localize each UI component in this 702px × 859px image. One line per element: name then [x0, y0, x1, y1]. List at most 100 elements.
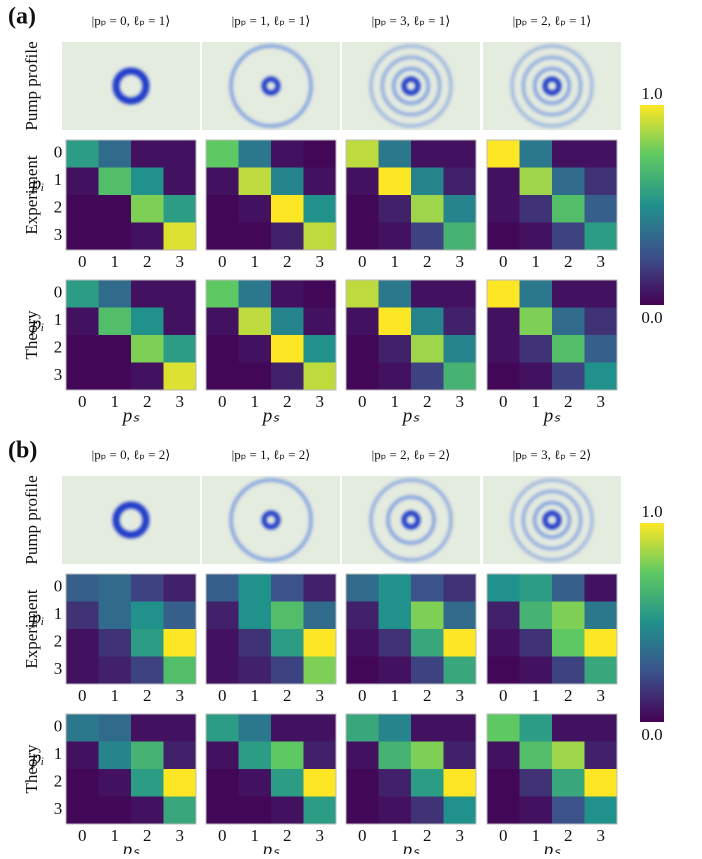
y-tick-label: 1 — [54, 310, 63, 329]
heatmap-cell — [164, 335, 197, 363]
heatmap-cell — [487, 335, 520, 363]
heatmap-cell — [239, 335, 272, 363]
x-axis-label: pₛ — [542, 839, 562, 854]
heatmap-cell — [164, 195, 197, 223]
heatmap-cell — [239, 742, 272, 770]
heatmap-cell — [552, 195, 585, 223]
heatmap-cell — [520, 223, 553, 251]
heatmap-cell — [206, 769, 239, 797]
heatmap-cell — [271, 742, 304, 770]
heatmap-cell — [164, 742, 197, 770]
heatmap-cell — [206, 629, 239, 657]
heatmap-cell — [206, 308, 239, 336]
heatmap-cell — [585, 629, 618, 657]
heatmap-cell — [239, 308, 272, 336]
y-axis-label: pᵢ — [30, 747, 45, 768]
x-tick-label: 2 — [143, 252, 152, 271]
heatmap-cell — [444, 769, 477, 797]
y-tick-label: 3 — [54, 225, 63, 244]
heatmap-cell — [552, 742, 585, 770]
y-tick-label: 1 — [54, 604, 63, 623]
x-tick-label: 3 — [456, 826, 465, 845]
heatmap-cell — [585, 742, 618, 770]
heatmap-cell — [99, 602, 132, 630]
heatmap-cell — [379, 629, 412, 657]
y-tick-label: 3 — [54, 659, 63, 678]
heatmap-cell — [304, 363, 337, 391]
heatmap-cell — [585, 657, 618, 685]
heatmap-cell — [164, 574, 197, 602]
heatmap-cell — [271, 574, 304, 602]
x-tick-label: 3 — [316, 686, 325, 705]
heatmap-cell — [206, 140, 239, 168]
heatmap-cell — [411, 742, 444, 770]
heatmap-cell — [99, 223, 132, 251]
heatmap-cell — [520, 629, 553, 657]
heatmap-cell — [520, 195, 553, 223]
heatmap-cell — [99, 335, 132, 363]
heatmap-cell — [444, 742, 477, 770]
heatmap-cell — [206, 574, 239, 602]
heatmap-cell — [552, 280, 585, 308]
heatmap-cell — [346, 657, 379, 685]
heatmap-cell — [164, 308, 197, 336]
heatmap-cell — [379, 195, 412, 223]
heatmap-cell — [487, 363, 520, 391]
heatmap-cell — [552, 629, 585, 657]
heatmap-cell — [346, 714, 379, 742]
heatmap-cell — [66, 140, 99, 168]
heatmap-cell — [379, 223, 412, 251]
heatmap-cell — [379, 363, 412, 391]
heatmap-cell — [131, 574, 164, 602]
heatmap-cell — [411, 168, 444, 196]
heatmap-cell — [206, 168, 239, 196]
heatmap-cell — [271, 335, 304, 363]
heatmap-cell — [487, 140, 520, 168]
heatmap-cell — [585, 363, 618, 391]
heatmap-cell — [99, 574, 132, 602]
heatmap-cell — [99, 280, 132, 308]
heatmap-cell — [271, 714, 304, 742]
row-label: Pump profile — [22, 475, 41, 564]
pump-image — [62, 476, 200, 564]
colorbar-tick-label: 0.0 — [641, 725, 662, 744]
heatmap-cell — [346, 223, 379, 251]
heatmap-cell — [304, 168, 337, 196]
heatmap-cell — [304, 140, 337, 168]
heatmap-cell — [66, 195, 99, 223]
heatmap-cell — [99, 797, 132, 825]
heatmap-cell — [304, 657, 337, 685]
heatmap-cell — [99, 308, 132, 336]
heatmap-cell — [164, 140, 197, 168]
y-tick-label: 2 — [54, 772, 63, 791]
heatmap-cell — [444, 574, 477, 602]
heatmap-cell — [411, 602, 444, 630]
heatmap-cell — [411, 574, 444, 602]
y-axis-label: pᵢ — [30, 313, 45, 334]
figure: (a)|pₚ = 0, ℓₚ = 1⟩|pₚ = 1, ℓₚ = 1⟩|pₚ =… — [0, 0, 702, 854]
heatmap-cell — [66, 308, 99, 336]
heatmap-cell — [552, 714, 585, 742]
heatmap-cell — [379, 797, 412, 825]
x-tick-label: 0 — [499, 826, 508, 845]
heatmap-cell — [66, 602, 99, 630]
x-tick-label: 1 — [251, 392, 260, 411]
x-tick-label: 0 — [78, 826, 87, 845]
heatmap-cell — [99, 195, 132, 223]
x-tick-label: 3 — [176, 392, 185, 411]
column-title: |pₚ = 3, ℓₚ = 2⟩ — [513, 447, 592, 462]
x-tick-label: 1 — [251, 826, 260, 845]
panel-label: (a) — [8, 4, 36, 30]
y-axis-label: pᵢ — [30, 173, 45, 194]
y-tick-label: 2 — [54, 198, 63, 217]
heatmap-cell — [99, 168, 132, 196]
heatmap-cell — [164, 280, 197, 308]
heatmap-cell — [552, 140, 585, 168]
heatmap-cell — [206, 363, 239, 391]
heatmap-cell — [164, 168, 197, 196]
x-tick-label: 2 — [283, 826, 292, 845]
x-tick-label: 0 — [358, 392, 367, 411]
heatmap-cell — [99, 769, 132, 797]
heatmap-cell — [66, 797, 99, 825]
heatmap-cell — [239, 602, 272, 630]
